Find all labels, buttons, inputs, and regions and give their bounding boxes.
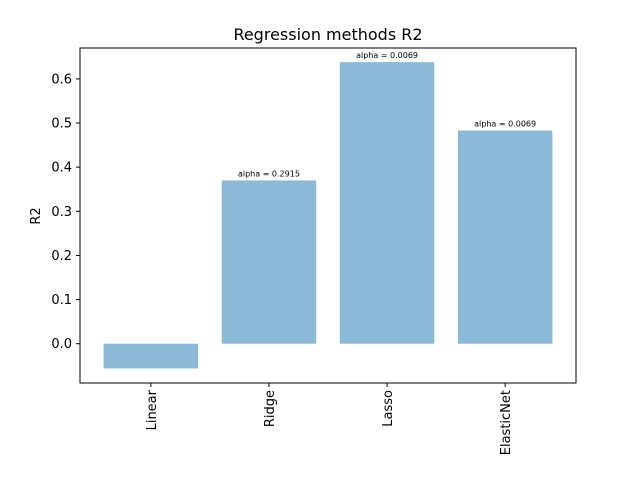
- x-tick-label: Lasso: [381, 390, 396, 427]
- y-tick-label: 0.0: [51, 337, 72, 352]
- chart-title: Regression methods R2: [233, 25, 422, 44]
- y-tick-label: 0.2: [51, 249, 72, 264]
- annotations-group: alpha = 0.2915 alpha = 0.0069 alpha = 0.00…: [238, 51, 536, 178]
- x-tick-label: Linear: [145, 389, 160, 430]
- bar-annotation: alpha = 0.0069: [474, 120, 536, 129]
- bar-annotation: alpha = 0.0069: [356, 51, 418, 60]
- plot-frame: [79, 47, 577, 384]
- x-axis-ticks: Linear Ridge Lasso ElasticNet: [145, 383, 514, 455]
- bar-linear: [103, 343, 199, 369]
- y-tick-label: 0.4: [51, 161, 72, 176]
- y-tick-label: 0.1: [51, 293, 72, 308]
- x-tick-label: Ridge: [263, 390, 278, 427]
- bar-lasso: [339, 62, 435, 344]
- bar-elasticnet: [457, 130, 553, 344]
- bar-ridge: [221, 180, 317, 344]
- x-tick-label: ElasticNet: [499, 390, 514, 455]
- bars-group: [103, 62, 553, 369]
- y-tick-label: 0.5: [51, 117, 72, 132]
- y-tick-label: 0.3: [51, 205, 72, 220]
- y-axis-ticks: 0.0 0.1 0.2 0.3 0.4 0.5 0.6: [51, 72, 80, 352]
- bar-annotation: alpha = 0.2915: [238, 169, 300, 178]
- y-tick-label: 0.6: [51, 72, 72, 87]
- y-axis-label: R2: [29, 207, 44, 224]
